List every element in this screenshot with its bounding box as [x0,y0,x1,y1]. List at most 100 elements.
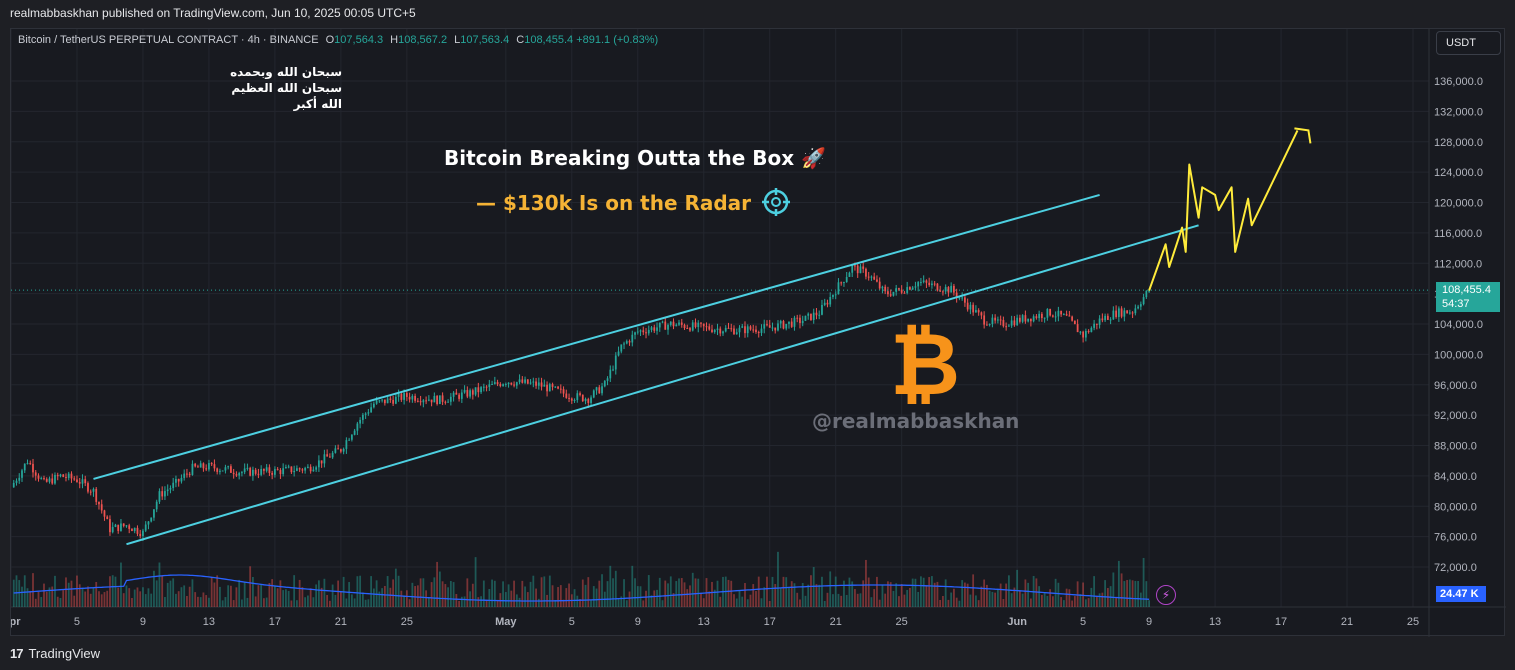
candle-body [474,387,477,395]
candle-body [29,463,32,465]
price-chart[interactable]: 72,000.0 76,000.0 80,000.0 84,000.0 88,000.0… [11,29,1506,637]
volume-bar [202,592,205,607]
volume-ma-line [13,574,1150,602]
candle-body [444,401,447,403]
lightning-icon[interactable]: ⚡ [1156,585,1176,605]
candle-body [180,477,183,482]
candle-body [1115,310,1117,317]
candle-body [23,463,26,471]
candle-body [381,399,384,401]
candle-body [257,473,260,475]
candle-body [1062,314,1065,316]
tradingview-brand[interactable]: TradingView [28,645,101,661]
volume-bar [631,565,634,607]
candle-body [466,389,469,397]
volume-bar [89,593,92,607]
candle-body [78,482,81,484]
symbol-title[interactable]: Bitcoin / TetherUS PERPETUAL CONTRACT · … [18,34,319,46]
candle-body [856,265,859,274]
candle-body [205,468,208,470]
candle-body [265,467,268,471]
candle-body [887,291,889,295]
candle-body [370,407,373,413]
candle-body [425,400,427,402]
candle-body [364,413,367,415]
volume-bar [502,581,504,607]
volume-bar [895,583,898,607]
candle-body [1131,312,1134,314]
x-tick-label: 17 [764,616,776,628]
candle-body [172,482,175,489]
candle-body [642,330,645,333]
candle-body [763,324,766,329]
tradingview-logo[interactable]: 17 [10,645,24,661]
y-tick-label: 116,000.0 [1434,228,1482,240]
x-tick-label: 13 [698,616,710,628]
volume-bar [823,600,826,607]
candle-body [1005,326,1008,328]
volume-bar [595,588,598,607]
candle-body [1076,324,1079,333]
candle-body [1071,316,1074,321]
volume-bar [579,599,581,607]
open-key: O [325,34,335,46]
volume-bar [911,578,914,607]
candle-body [488,384,491,388]
volume-bar [906,589,909,607]
candle-body [1139,304,1142,307]
candle-body [147,521,150,525]
candle-body [988,324,991,326]
candle-body [774,327,777,331]
candle-body [975,310,977,313]
candle-body [950,285,953,293]
candle-body [790,321,793,327]
candle-body [117,524,120,531]
x-tick-label: 25 [896,616,908,628]
volume-bar [884,593,887,607]
candle-body [1142,297,1145,305]
volume-bar [444,584,447,607]
candle-body [447,401,449,403]
candle-body [309,466,312,472]
candle-body [590,397,592,403]
volume-bar [716,580,719,607]
chart-frame[interactable]: 72,000.0 76,000.0 80,000.0 84,000.0 88,000.0… [10,28,1506,637]
candle-body [1112,310,1115,320]
candle-body [645,332,647,334]
volume-bar [241,599,243,607]
volume-bar [969,594,972,607]
candle-body [1051,315,1054,317]
channel-lower-line [126,224,1199,546]
candle-body [636,331,639,333]
candle-body [268,467,271,473]
candle-body [617,351,620,356]
candle-body [317,460,320,468]
candle-body [524,379,526,383]
candle-body [133,527,136,532]
candle-body [840,282,843,284]
volume-bar [548,575,551,607]
candle-body [557,386,559,389]
candle-body [386,398,389,404]
volume-bar [1010,593,1013,607]
candle-body [768,325,771,328]
candle-body [37,475,40,479]
candle-body [598,387,601,394]
candle-body [576,393,579,400]
candle-body [419,401,422,403]
candle-body [1109,319,1112,321]
volume-bar [166,582,169,607]
currency-button[interactable]: USDT [1436,31,1501,55]
candle-body [504,383,507,385]
x-tick-label: 9 [635,616,641,628]
volume-bar [191,579,194,607]
volume-bar [210,577,213,607]
candle-body [601,386,603,394]
volume-bar [100,594,103,607]
volume-bar [966,583,969,607]
volume-bar [708,591,711,607]
volume-bar [287,590,290,607]
volume-bar [326,595,329,607]
candle-body [867,276,870,278]
volume-bar [532,575,535,607]
